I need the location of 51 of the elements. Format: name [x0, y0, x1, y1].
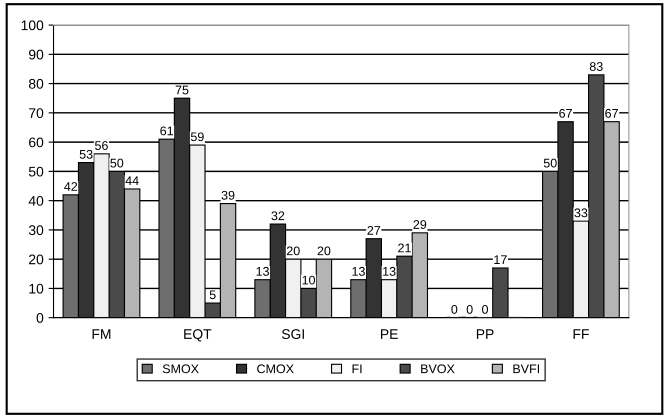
y-tick-label: 60 — [29, 137, 44, 148]
y-tick-label: 20 — [29, 254, 44, 264]
x-tick-label: SGI — [282, 329, 304, 339]
legend-label: BVFI — [513, 364, 540, 374]
legend-label: SMOX — [162, 364, 199, 374]
data-label: 29 — [414, 220, 426, 229]
data-label: 21 — [398, 244, 411, 252]
x-tick-label: PP — [476, 329, 494, 339]
data-label: 53 — [80, 150, 93, 159]
data-label: 83 — [590, 62, 603, 71]
x-tick-label: PE — [381, 329, 398, 339]
y-tick-label: 10 — [29, 284, 44, 294]
y-tick-label: 90 — [29, 50, 44, 60]
data-label: 13 — [352, 266, 365, 276]
y-tick-label: 80 — [28, 78, 44, 89]
data-label: 13 — [383, 266, 396, 276]
data-label: 0 — [482, 304, 488, 314]
y-tick-label: 70 — [29, 108, 44, 118]
y-tick-label: 50 — [28, 166, 44, 177]
data-label: 17 — [494, 255, 507, 264]
data-label: 50 — [110, 158, 124, 168]
data-label: 20 — [286, 246, 300, 256]
x-tick-label: FM — [92, 329, 110, 339]
y-tick-label: 100 — [22, 20, 44, 30]
data-label: 59 — [190, 132, 204, 142]
data-label: 0 — [466, 304, 473, 314]
data-label: 5 — [210, 290, 216, 300]
data-label: 42 — [64, 182, 78, 191]
y-tick-label: 40 — [28, 196, 44, 206]
legend-label: FI — [352, 364, 362, 374]
data-label: 50 — [544, 158, 557, 168]
y-tick-label: 0 — [36, 313, 44, 323]
data-label: 27 — [367, 226, 380, 235]
x-tick-label: EQT — [184, 329, 212, 342]
data-label: 13 — [256, 266, 269, 276]
data-label: 10 — [302, 276, 316, 285]
data-label: 67 — [605, 108, 618, 118]
data-label: 20 — [318, 246, 330, 256]
data-label: 56 — [95, 141, 108, 150]
y-tick-label: 30 — [28, 225, 44, 236]
data-label: 44 — [125, 176, 139, 185]
data-label: 0 — [451, 304, 458, 314]
data-label: 67 — [559, 108, 572, 118]
data-label: 61 — [160, 126, 174, 136]
data-label: 39 — [222, 190, 234, 200]
legend-label: BVOX — [421, 364, 455, 374]
x-tick-label: FF — [574, 329, 589, 339]
data-label: 33 — [574, 208, 588, 218]
data-label: 75 — [176, 86, 188, 94]
legend-label: CMOX — [257, 364, 294, 374]
data-label: 32 — [271, 211, 284, 220]
